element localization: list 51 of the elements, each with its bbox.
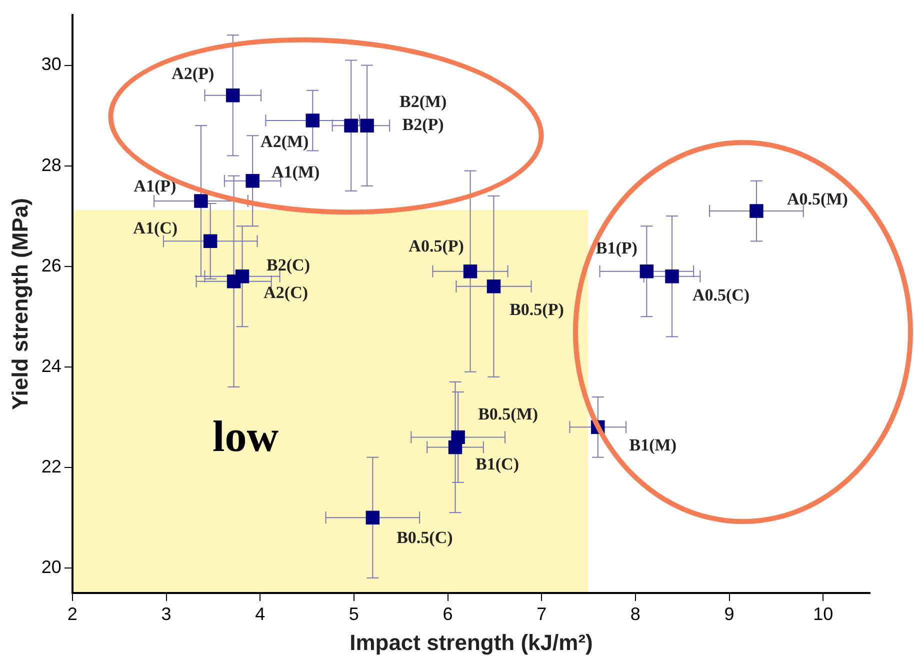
y-tick-label: 24 bbox=[41, 356, 62, 376]
y-tick-label: 20 bbox=[41, 556, 62, 577]
annotation: A0.5(M) bbox=[787, 189, 848, 208]
x-tick-label: 6 bbox=[442, 604, 453, 624]
point bbox=[226, 88, 240, 102]
annotation: B2(P) bbox=[402, 114, 444, 134]
annotation: B0.5(C) bbox=[396, 528, 453, 547]
annotation: B1(C) bbox=[476, 454, 519, 474]
y-axis-title: Yield strength (MPa) bbox=[7, 198, 32, 410]
x-tick-label: 7 bbox=[536, 604, 547, 624]
x-axis-title: Impact strength (kJ/m²) bbox=[350, 630, 593, 655]
point bbox=[306, 114, 320, 128]
y-tick-label: 30 bbox=[41, 54, 62, 74]
x-tick-label: 4 bbox=[255, 604, 266, 624]
annotation: A0.5(P) bbox=[408, 236, 464, 256]
annotation: A1(M) bbox=[272, 162, 320, 182]
x-tick-label: 10 bbox=[813, 604, 834, 624]
point bbox=[194, 194, 208, 208]
x-tick-label: 3 bbox=[161, 604, 172, 624]
point bbox=[246, 174, 260, 188]
x-tick-label: 9 bbox=[724, 604, 734, 624]
annotation: A2(P) bbox=[172, 64, 214, 83]
annotation: low bbox=[212, 412, 279, 462]
annotation: A2(M) bbox=[260, 132, 309, 151]
x-tick-label: 8 bbox=[630, 604, 640, 624]
annotation: B1(P) bbox=[596, 238, 638, 258]
y-tick-label: 28 bbox=[41, 154, 62, 175]
annotation: B0.5(M) bbox=[478, 404, 538, 424]
point bbox=[486, 280, 501, 294]
x-tick-label: 2 bbox=[67, 604, 78, 624]
point bbox=[360, 118, 374, 132]
annotation: A0.5(C) bbox=[692, 286, 750, 305]
x-tick-label: 5 bbox=[348, 604, 359, 624]
point bbox=[203, 234, 218, 248]
annotation: B2(M) bbox=[399, 92, 447, 111]
y-tick-label: 26 bbox=[41, 255, 62, 276]
annotation: A1(P) bbox=[134, 176, 176, 196]
annotation: A2(C) bbox=[264, 282, 308, 302]
annotation: B0.5(P) bbox=[510, 300, 564, 319]
point bbox=[226, 274, 241, 288]
point bbox=[448, 440, 462, 454]
point bbox=[366, 510, 380, 524]
point bbox=[750, 204, 764, 218]
point bbox=[463, 264, 478, 278]
point bbox=[344, 118, 358, 132]
point bbox=[640, 264, 654, 278]
point bbox=[665, 269, 679, 284]
y-tick-label: 22 bbox=[41, 456, 62, 476]
annotation: B1(M) bbox=[629, 436, 676, 455]
annotation: B2(C) bbox=[266, 256, 310, 275]
annotation: A1(C) bbox=[133, 218, 178, 238]
